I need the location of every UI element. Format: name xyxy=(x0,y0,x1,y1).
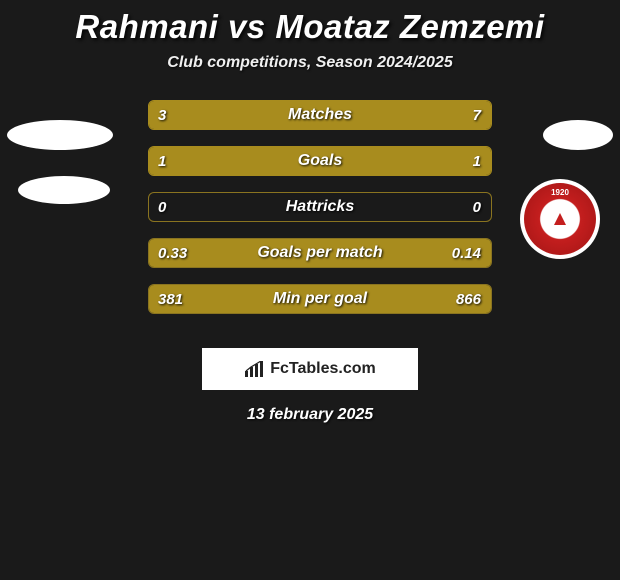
chart-icon xyxy=(244,361,266,377)
date-text: 13 february 2025 xyxy=(247,406,373,424)
stat-row: 00Hattricks xyxy=(10,192,610,222)
stat-row: 0.330.14Goals per match xyxy=(10,238,610,268)
page-title: Rahmani vs Moataz Zemzemi xyxy=(75,8,544,46)
page-subtitle: Club competitions, Season 2024/2025 xyxy=(167,54,452,72)
stat-label: Goals per match xyxy=(148,244,492,262)
stat-label: Goals xyxy=(148,152,492,170)
comparison-card: Rahmani vs Moataz Zemzemi Club competiti… xyxy=(0,0,620,424)
attribution-text: FcTables.com xyxy=(270,360,376,378)
stat-label: Hattricks xyxy=(148,198,492,216)
stat-row: 37Matches xyxy=(10,100,610,130)
attribution-box: FcTables.com xyxy=(202,348,418,390)
stats-area: 37Matches 11Goals 00Hattricks 0.330.14Goals… xyxy=(10,100,610,330)
stat-label: Min per goal xyxy=(148,290,492,308)
stat-label: Matches xyxy=(148,106,492,124)
stat-row: 381866Min per goal xyxy=(10,284,610,314)
stat-row: 11Goals xyxy=(10,146,610,176)
